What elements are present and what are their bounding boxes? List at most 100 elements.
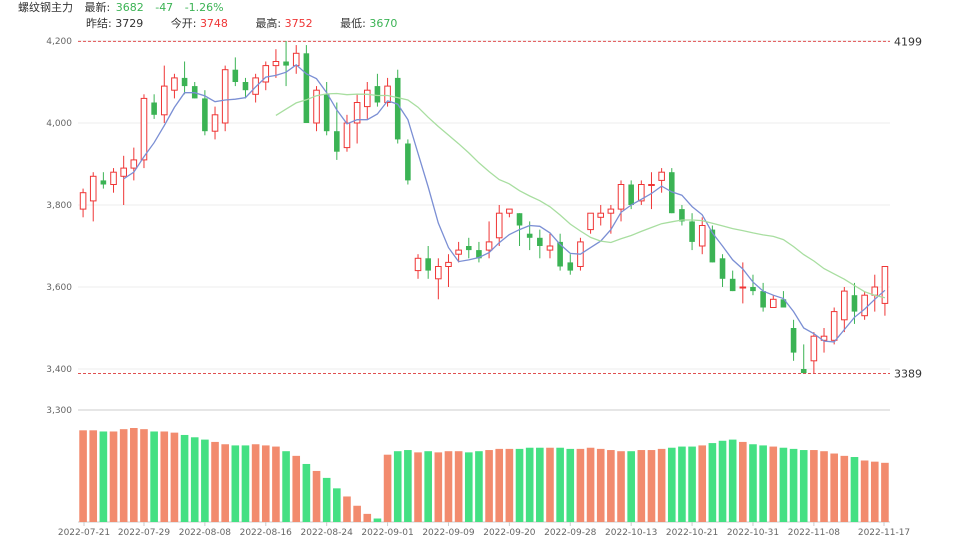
volume-bar — [830, 453, 838, 522]
x-tick-label: 2022-09-09 — [422, 528, 475, 538]
volume-bar — [454, 451, 463, 522]
volume-bar — [718, 440, 727, 522]
latest-price: 3682 — [115, 1, 144, 14]
candle-body — [353, 102, 361, 124]
x-tick-label: 2022-07-29 — [118, 528, 171, 538]
x-tick-label: 2022-09-01 — [361, 528, 413, 538]
y-tick-label: 4,200 — [46, 37, 72, 47]
open-label: 今开: — [170, 17, 197, 30]
volume-bar — [698, 445, 707, 522]
ref-line-label: 4199 — [894, 35, 922, 48]
volume-bar — [870, 461, 879, 522]
volume-bar — [688, 446, 696, 522]
candle-body — [729, 278, 736, 292]
volume-bar — [607, 450, 615, 522]
volume-bar — [475, 451, 483, 522]
volume-bar — [728, 439, 737, 522]
volume-bar — [769, 446, 778, 522]
volume-bar — [779, 447, 788, 522]
candle-body — [79, 192, 87, 210]
y-tick-label: 3,400 — [46, 365, 72, 375]
prev-close-label: 昨结: — [86, 17, 112, 30]
x-tick-label: 2022-10-13 — [605, 528, 657, 538]
latest-label: 最新: — [84, 1, 111, 14]
volume-bar — [617, 451, 625, 522]
candle-body — [820, 335, 828, 341]
candle-body — [455, 249, 462, 255]
volume-bar — [373, 518, 382, 522]
candle-body — [363, 89, 371, 108]
volume-bar — [637, 450, 646, 522]
candle-body — [272, 61, 280, 67]
candle-body — [394, 77, 401, 140]
volume-bar — [322, 477, 331, 522]
volume-bar — [109, 431, 118, 522]
candle-body — [151, 102, 157, 115]
volume-bar — [860, 460, 869, 522]
candle-body — [769, 298, 777, 308]
candle-body — [495, 212, 503, 239]
candle-body — [414, 257, 422, 272]
volume-bar — [150, 431, 158, 522]
volume-bar — [241, 445, 250, 522]
volume-bar — [414, 452, 422, 522]
quote-row-1: 螺纹钢主力 最新: 3682 -47 -1.26% — [18, 0, 224, 16]
candle-body — [750, 287, 756, 292]
volume-bar — [505, 448, 514, 522]
candle-body — [435, 266, 442, 280]
quote-row-2: 昨结: 3729 今开: 3748 最高: 3752 最低: 3670 — [86, 16, 397, 32]
volume-bar — [251, 444, 260, 522]
volume-bar — [383, 454, 392, 522]
volume-bar — [190, 437, 199, 522]
volume-bar — [140, 429, 148, 522]
candle-body — [830, 311, 838, 341]
volume-bar — [647, 450, 656, 522]
volume-bar — [546, 447, 554, 522]
candle-body — [476, 250, 482, 259]
volume-bar — [231, 445, 240, 522]
volume-bar — [363, 513, 372, 522]
volume-bar — [211, 441, 219, 522]
volume-bar — [99, 431, 108, 522]
candle-body — [546, 245, 554, 251]
candle-body — [232, 69, 239, 82]
candle-body — [668, 172, 675, 214]
volume-bar — [282, 451, 290, 522]
price-change: -47 — [155, 1, 174, 14]
high-label: 最高: — [255, 17, 282, 30]
candle-body — [100, 180, 107, 185]
candle-body — [292, 52, 300, 67]
candle-body — [709, 229, 716, 263]
candle-body — [881, 266, 889, 304]
candle-body — [526, 233, 533, 238]
volume-bar — [820, 451, 828, 522]
candle-body — [597, 212, 605, 218]
x-tick-label: 2022-11-08 — [788, 528, 841, 538]
volume-bar — [881, 462, 889, 522]
volume-bar — [434, 452, 443, 522]
candle-body — [587, 212, 594, 231]
volume-bar — [292, 455, 301, 522]
low-value: 3670 — [369, 17, 398, 30]
candle-body — [841, 290, 848, 321]
candle-body — [160, 85, 168, 116]
candle-body — [140, 97, 148, 161]
ref-line-label: 3389 — [894, 368, 922, 381]
candle-body — [679, 209, 685, 222]
volume-bar — [667, 447, 676, 522]
candle-body — [567, 262, 574, 271]
volume-bar — [708, 443, 717, 522]
candle-body — [384, 85, 391, 103]
high-value: 3752 — [284, 17, 313, 30]
candle-body — [485, 241, 493, 251]
candle-body — [171, 77, 178, 91]
volume-bar — [353, 505, 361, 522]
candle-body — [689, 221, 695, 242]
volume-bar — [312, 470, 321, 522]
volume-bar — [799, 450, 808, 522]
volume-bar — [201, 439, 209, 522]
volume-bar — [119, 429, 128, 522]
candle-body — [405, 143, 411, 181]
x-tick-label: 2022-09-20 — [483, 528, 536, 538]
volume-bar — [424, 451, 432, 522]
